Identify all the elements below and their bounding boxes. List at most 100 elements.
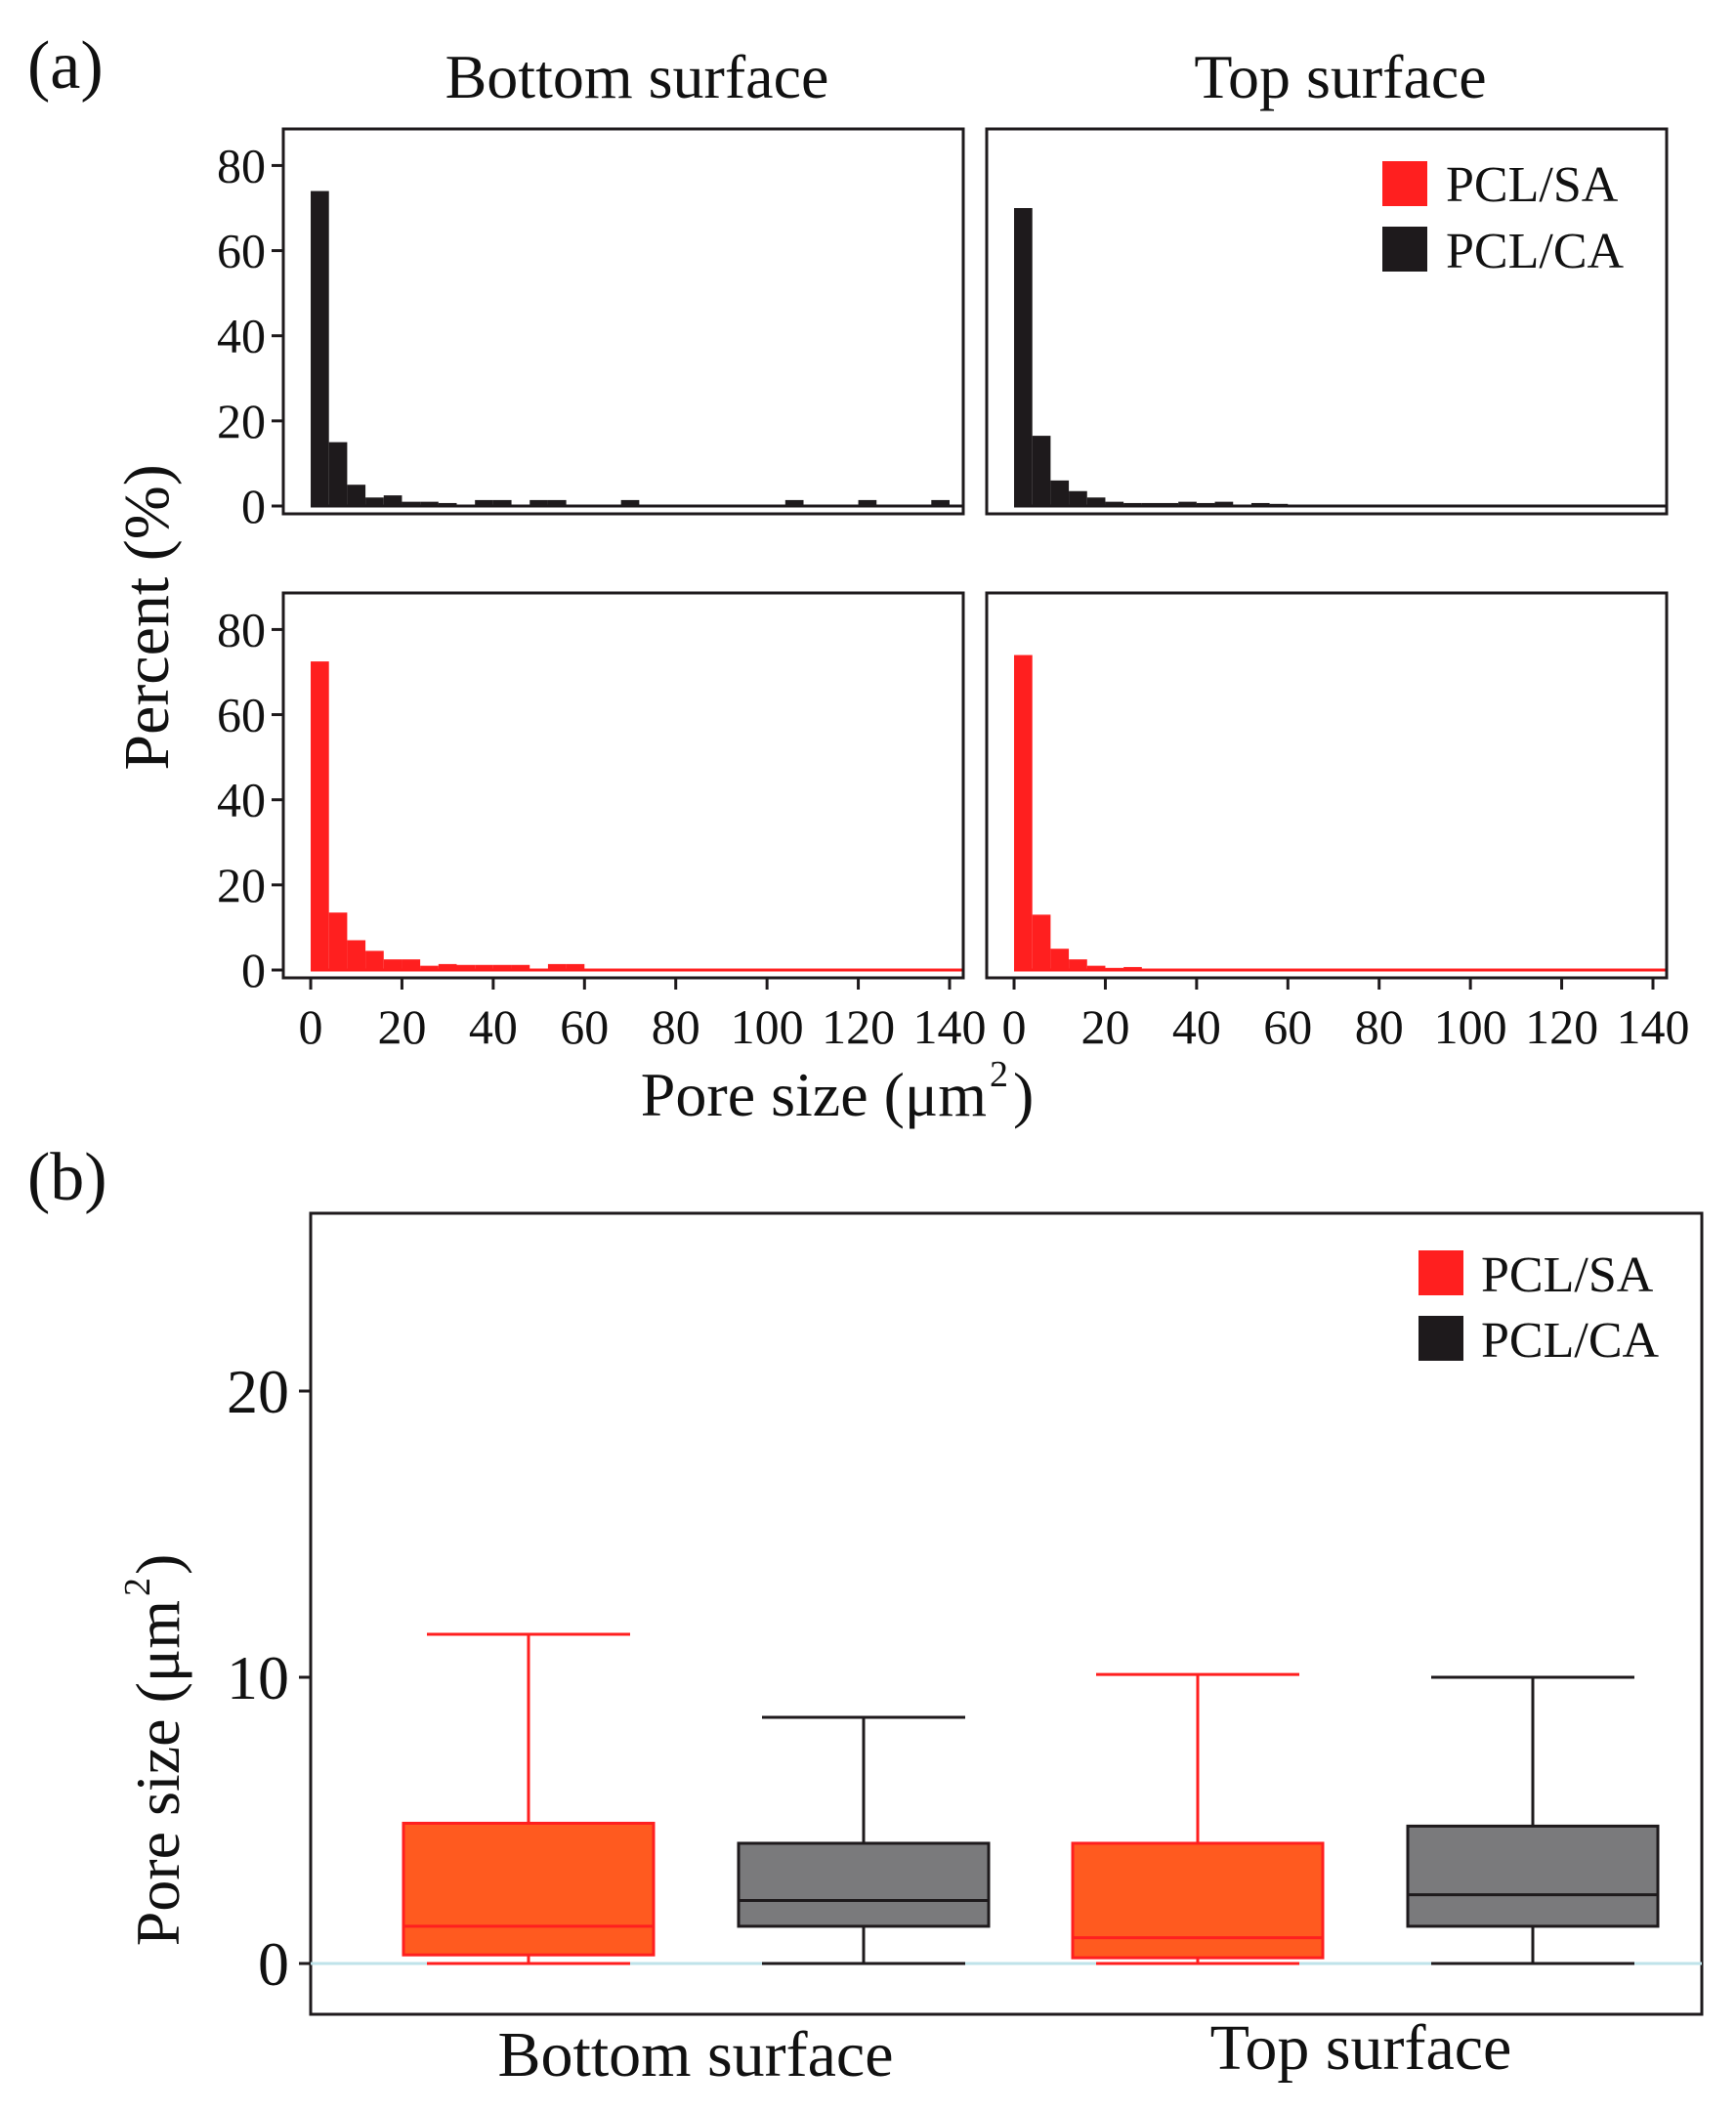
hist-bar [1032, 914, 1051, 970]
hist-bar [328, 912, 348, 970]
boxplot-frame [309, 1211, 1704, 2016]
legend-a: PCL/SA PCL/CA [1382, 157, 1624, 279]
y-tick-label: 20 [217, 394, 266, 448]
hist-bar [1050, 949, 1070, 970]
legend-a-label-ca: PCL/CA [1446, 224, 1624, 279]
hist-bar [365, 497, 384, 506]
legend-b-swatch-sa [1418, 1250, 1463, 1295]
x-tick-label: 40 [469, 999, 518, 1054]
hist-bar [931, 499, 950, 506]
box-pcl-sa-1 [1071, 1672, 1325, 1965]
panel-b-label: (b) [27, 1140, 107, 1215]
hist-bar [1196, 502, 1215, 506]
x-tick-label: 0 [299, 999, 323, 1054]
y-tick-label: 0 [241, 943, 266, 997]
hist-bar [858, 499, 877, 506]
panel-b-ylabel-close: ) [123, 1554, 192, 1575]
hist-bar [1105, 501, 1124, 506]
x-tick-label: 60 [560, 999, 609, 1054]
panel-a-label: (a) [27, 28, 104, 104]
hist-frame [985, 127, 1669, 516]
hist-bar [1178, 501, 1197, 506]
legend-a-swatch-ca [1382, 227, 1427, 272]
legend-b-label-ca: PCL/CA [1481, 1313, 1659, 1369]
x-tick-label: 20 [1080, 999, 1129, 1054]
panel-a-xlabel-sup: 2 [990, 1054, 1008, 1095]
hist-bar [311, 661, 329, 970]
hist-bar [620, 499, 640, 506]
hist-bar [347, 485, 366, 506]
hist-bar [1160, 502, 1179, 506]
x-tick-label: 20 [377, 999, 426, 1054]
y-tick-label: 0 [258, 1929, 289, 1999]
hist-bar [456, 964, 476, 970]
hist-frame [281, 591, 965, 980]
hist-bar [1086, 497, 1106, 506]
y-tick-label: 20 [227, 1357, 289, 1426]
y-tick-label: 40 [217, 773, 266, 827]
box-pcl-ca-1 [1406, 1675, 1660, 1965]
y-tick-label: 10 [227, 1643, 289, 1712]
hist-bar [1123, 502, 1142, 506]
hist-bar [547, 499, 567, 506]
panel-a-ylabel: Percent (%) [111, 464, 183, 770]
hist-bar [1250, 502, 1270, 506]
y-tick-label: 60 [217, 688, 266, 742]
hist-bar [1032, 436, 1051, 506]
legend-b-swatch-ca [1418, 1316, 1463, 1361]
x-tick-label: 120 [1525, 999, 1598, 1054]
x-tick-label: 100 [731, 999, 804, 1054]
y-tick-label: 80 [217, 602, 266, 656]
y-tick-label: 0 [241, 479, 266, 533]
hist-bar [492, 499, 512, 506]
panel-b-xcat-top: Top surface [1210, 2012, 1512, 2084]
hist-bar [383, 959, 402, 970]
hist-frame [281, 127, 965, 516]
panel-b-ylabel-main: Pore size (μm [123, 1600, 192, 1946]
panel-a-xlabel-close: ) [1013, 1060, 1034, 1129]
y-tick-label: 60 [217, 224, 266, 278]
x-tick-label: 40 [1172, 999, 1221, 1054]
hist-bar [1069, 959, 1087, 970]
hist-bar [347, 940, 366, 970]
hist-bar [420, 501, 439, 506]
panel-b-ylabel: Pore size (μm 2 ) [117, 1554, 192, 1947]
hist-bar [438, 963, 457, 970]
hist-bar [784, 499, 804, 506]
x-tick-label: 140 [912, 999, 986, 1054]
panel-b-xcat-bottom: Bottom surface [497, 2019, 893, 2090]
legend-b: PCL/SA PCL/CA [1418, 1247, 1659, 1369]
hist-bar [475, 964, 493, 970]
y-tick-label: 40 [217, 309, 266, 363]
hist-bar [1123, 966, 1142, 970]
hist-panel-sa-bottom: 0 20 40 60 80 0 20 40 60 80 100 120 140 [217, 591, 986, 1054]
x-tick-label: 80 [652, 999, 700, 1054]
hist-bar [1069, 490, 1087, 506]
hist-bar [511, 964, 530, 970]
hist-bar [402, 501, 421, 506]
y-tick-label: 20 [217, 858, 266, 912]
hist-bar [1014, 654, 1033, 970]
hist-bar [566, 963, 585, 970]
hist-bar [420, 965, 439, 970]
hist-panel-ca-top [985, 127, 1669, 516]
col-title-bottom: Bottom surface [445, 42, 829, 111]
hist-frame [985, 591, 1669, 980]
x-tick-label: 120 [822, 999, 895, 1054]
box-iqr [1071, 1841, 1325, 1960]
hist-panel-sa-top: 0 20 40 60 80 100 120 140 [985, 591, 1689, 1054]
x-tick-label: 60 [1263, 999, 1312, 1054]
legend-a-swatch-sa [1382, 161, 1427, 206]
hist-bar [547, 963, 567, 970]
hist-bar [1214, 501, 1234, 506]
col-title-top: Top surface [1194, 42, 1486, 111]
hist-panel-ca-bottom: 0 20 40 60 80 [217, 127, 965, 533]
x-tick-label: 100 [1434, 999, 1507, 1054]
hist-bar [402, 959, 421, 970]
legend-a-label-sa: PCL/SA [1446, 157, 1619, 213]
box-iqr [402, 1821, 656, 1957]
panel-b-ylabel-sup: 2 [117, 1578, 158, 1596]
hist-bar [311, 190, 329, 507]
hist-bar [529, 499, 548, 506]
